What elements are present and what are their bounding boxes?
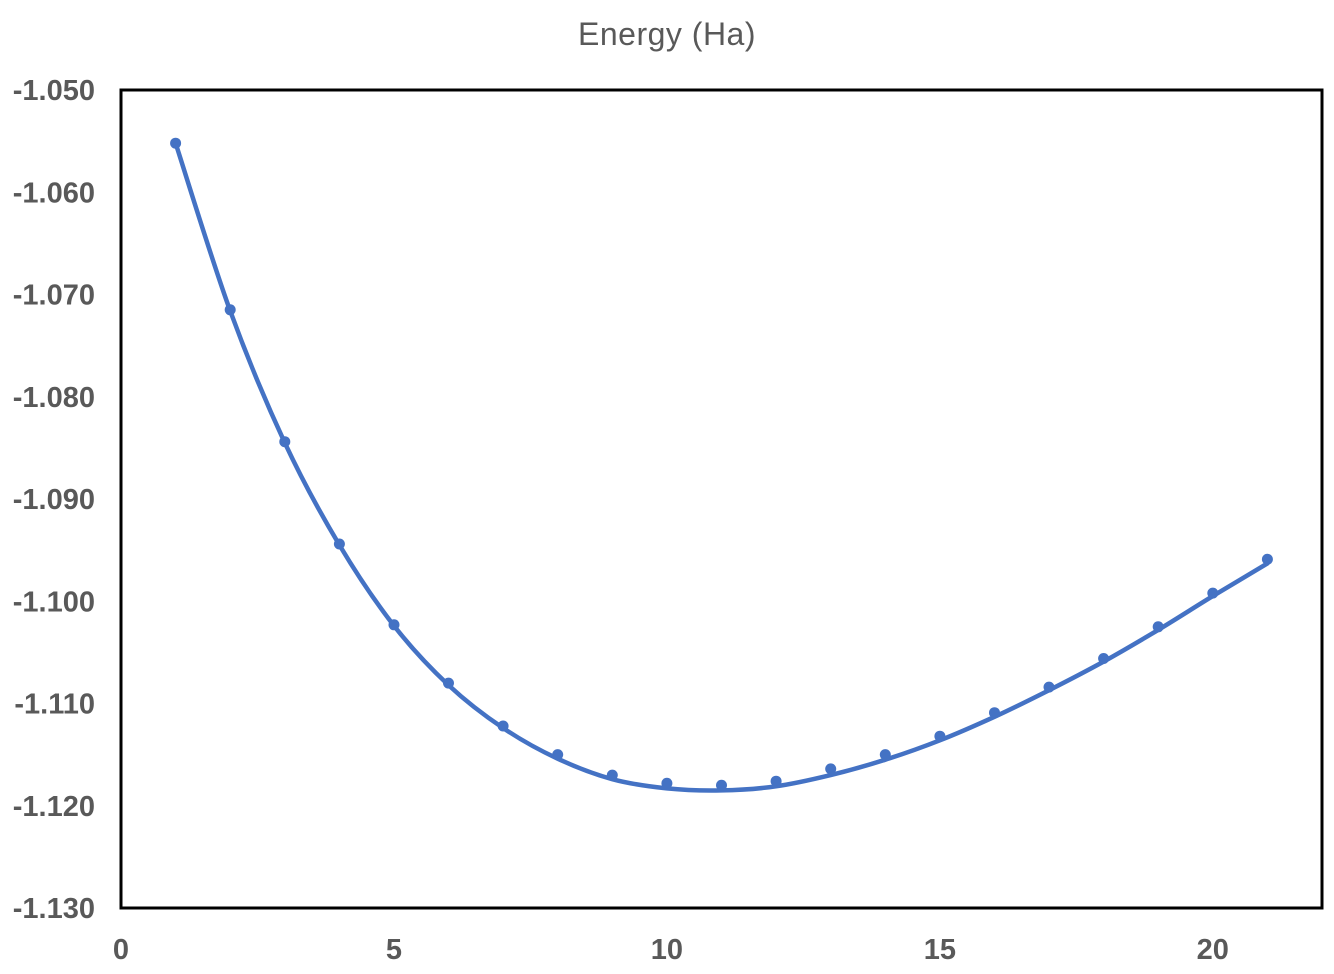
data-point bbox=[661, 777, 673, 789]
data-point bbox=[716, 779, 727, 791]
data-point bbox=[443, 677, 454, 689]
x-tick-label: 15 bbox=[924, 934, 956, 966]
y-tick-label: -1.120 bbox=[13, 791, 95, 823]
y-tick-label: -1.080 bbox=[13, 382, 95, 414]
data-point bbox=[879, 749, 891, 761]
data-point bbox=[224, 304, 236, 316]
data-point bbox=[989, 707, 1000, 719]
data-point bbox=[934, 730, 946, 742]
data-point bbox=[388, 619, 400, 631]
data-point bbox=[770, 775, 782, 787]
y-tick-label: -1.060 bbox=[13, 177, 95, 209]
data-point bbox=[1098, 653, 1110, 664]
chart-title: Energy (Ha) bbox=[578, 16, 756, 52]
y-tick-label: -1.110 bbox=[14, 689, 95, 721]
data-point bbox=[1207, 587, 1219, 599]
trend-line bbox=[173, 140, 1270, 793]
data-point bbox=[552, 749, 564, 761]
data-point bbox=[279, 436, 291, 448]
x-tick-label: 20 bbox=[1197, 934, 1229, 966]
plot-border bbox=[119, 88, 1324, 910]
data-point bbox=[170, 137, 182, 149]
x-tick-label: 5 bbox=[386, 934, 402, 966]
y-tick-label: -1.100 bbox=[13, 586, 95, 618]
data-point bbox=[606, 769, 618, 781]
data-point bbox=[825, 763, 837, 775]
y-tick-label: -1.050 bbox=[13, 75, 95, 107]
data-point bbox=[1261, 553, 1273, 565]
data-point bbox=[1152, 621, 1164, 633]
x-tick-label: 0 bbox=[113, 934, 129, 966]
y-tick-label: -1.070 bbox=[13, 280, 95, 312]
data-point bbox=[497, 720, 509, 732]
data-point bbox=[1043, 681, 1055, 693]
data-point bbox=[333, 538, 345, 550]
y-tick-label: -1.130 bbox=[13, 893, 95, 925]
y-tick-label: -1.090 bbox=[13, 484, 95, 516]
x-tick-label: 10 bbox=[651, 934, 683, 966]
